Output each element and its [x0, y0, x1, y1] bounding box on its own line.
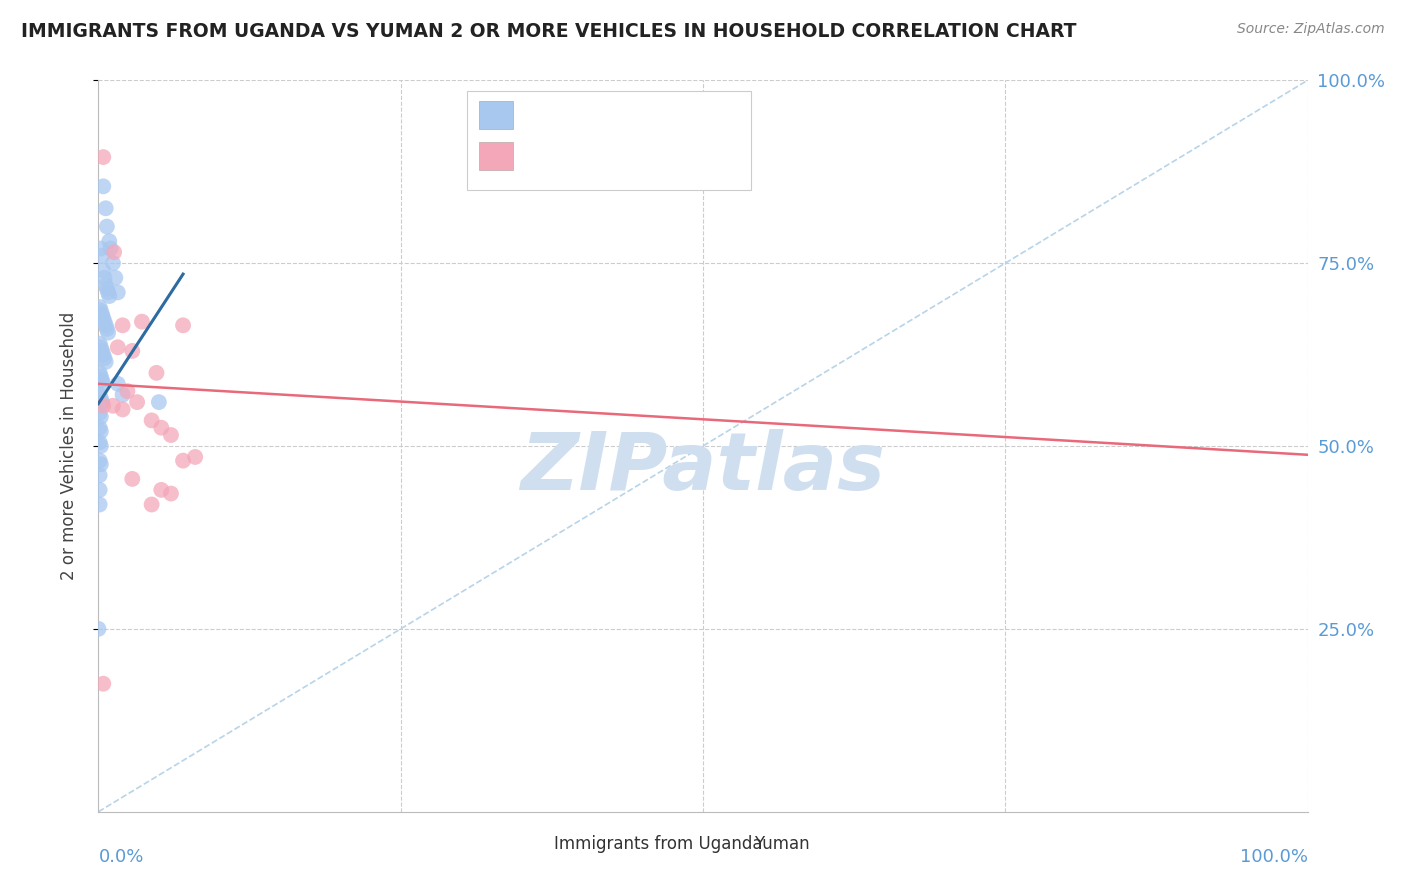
Text: ZIPatlas: ZIPatlas [520, 429, 886, 507]
Point [148, 395, 170, 409]
Point [91, 307, 114, 321]
Point [90, 303, 112, 318]
Point [89, 483, 111, 497]
Point [111, 388, 134, 402]
Point [94, 355, 117, 369]
Text: Source: ZipAtlas.com: Source: ZipAtlas.com [1237, 22, 1385, 37]
Point [172, 453, 194, 467]
Point [91, 263, 114, 277]
Point [94, 318, 117, 333]
Point [94, 202, 117, 216]
Point [107, 340, 129, 354]
Bar [526, 841, 550, 860]
Point [89, 300, 111, 314]
Point [91, 395, 114, 409]
Point [91, 376, 114, 391]
Point [145, 366, 167, 380]
Point [91, 347, 114, 362]
Point [121, 472, 143, 486]
Point [91, 150, 114, 164]
Point [150, 421, 173, 435]
Text: R = -0.231   N = 23: R = -0.231 N = 23 [526, 145, 703, 163]
Point [91, 310, 114, 325]
Text: R = 0.260   N = 53: R = 0.260 N = 53 [526, 104, 696, 122]
Point [160, 486, 183, 500]
Point [96, 219, 118, 234]
Point [93, 270, 115, 285]
Point [90, 392, 112, 406]
Point [96, 282, 118, 296]
Point [97, 326, 120, 340]
Point [89, 336, 111, 351]
Point [172, 318, 194, 333]
Point [121, 343, 143, 358]
Text: IMMIGRANTS FROM UGANDA VS YUMAN 2 OR MORE VEHICLES IN HOUSEHOLD CORRELATION CHAR: IMMIGRANTS FROM UGANDA VS YUMAN 2 OR MOR… [21, 22, 1077, 41]
Point [98, 234, 121, 248]
Bar [724, 841, 749, 860]
Point [127, 395, 149, 409]
Point [91, 249, 114, 263]
Point [89, 453, 111, 467]
Point [89, 498, 111, 512]
Point [141, 498, 163, 512]
Y-axis label: 2 or more Vehicles in Household: 2 or more Vehicles in Household [59, 312, 77, 580]
Text: 100.0%: 100.0% [1240, 848, 1308, 866]
Point [96, 322, 118, 336]
Point [101, 399, 124, 413]
Point [89, 406, 111, 420]
Point [93, 315, 115, 329]
Point [91, 373, 114, 387]
Point [111, 402, 134, 417]
Point [100, 242, 122, 256]
Point [91, 343, 114, 358]
Point [103, 245, 125, 260]
Point [90, 457, 112, 471]
Point [117, 384, 139, 399]
Point [160, 428, 183, 442]
Point [89, 421, 111, 435]
FancyBboxPatch shape [467, 91, 751, 190]
Point [98, 289, 121, 303]
Point [90, 439, 112, 453]
Point [91, 179, 114, 194]
Point [91, 676, 114, 690]
Point [111, 318, 134, 333]
Point [90, 425, 112, 439]
Point [89, 388, 111, 402]
Point [90, 369, 112, 384]
Bar [479, 102, 513, 129]
Point [87, 622, 110, 636]
Point [90, 340, 112, 354]
Point [89, 366, 111, 380]
Point [94, 278, 117, 293]
Point [89, 468, 111, 483]
Point [89, 435, 111, 450]
Bar [479, 143, 513, 170]
Point [91, 399, 114, 413]
Point [90, 242, 112, 256]
Text: Immigrants from Uganda: Immigrants from Uganda [554, 835, 763, 853]
Point [107, 285, 129, 300]
Text: Yuman: Yuman [754, 835, 810, 853]
Point [97, 285, 120, 300]
Point [131, 315, 153, 329]
Point [107, 376, 129, 391]
Text: 0.0%: 0.0% [98, 848, 143, 866]
Point [90, 409, 112, 424]
Point [93, 351, 115, 366]
Point [104, 270, 127, 285]
Point [141, 413, 163, 427]
Point [101, 256, 124, 270]
Point [184, 450, 207, 464]
Point [150, 483, 173, 497]
